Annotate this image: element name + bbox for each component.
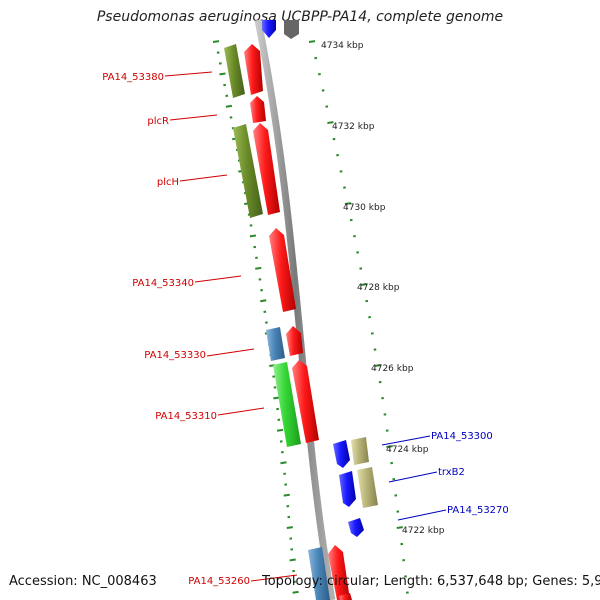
minus-strand-tick-track: [212, 40, 299, 594]
gene-label-plch[interactable]: plcH: [157, 177, 179, 188]
leader-line: [217, 407, 265, 416]
minus-track-tick: [289, 558, 296, 562]
gene-label-pa14-53310[interactable]: PA14_53310: [155, 411, 217, 422]
gene-block-trxb2-blue[interactable]: [339, 471, 356, 507]
gene-label-plcr[interactable]: plcR: [147, 116, 169, 127]
leader-line: [164, 71, 213, 77]
gene-block-pa14-53260-steel[interactable]: [308, 547, 330, 600]
scale-label: 4728 kbp: [357, 283, 400, 293]
gene-labels: PA14_53380 plcR plcH PA14_53340 PA14_533…: [102, 72, 509, 587]
minus-track-tick: [219, 72, 226, 76]
plus-track-tick: [396, 526, 403, 529]
plus-track-tick: [308, 40, 316, 43]
leader-line: [381, 435, 431, 446]
gene-block-pa14-53270-blue[interactable]: [348, 518, 364, 537]
gene-block-bottom-red[interactable]: [339, 593, 352, 600]
gene-block-pa14-53310-green[interactable]: [273, 362, 301, 447]
minus-track-tick: [286, 526, 293, 529]
minus-track-tick: [260, 299, 267, 303]
leader-line: [206, 348, 255, 357]
accession-text: Accession: NC_008463: [9, 574, 157, 589]
gene-label-trxb2[interactable]: trxB2: [438, 467, 465, 478]
label-leaders: [164, 71, 447, 582]
gene-label-pa14-53330[interactable]: PA14_53330: [144, 350, 206, 361]
leader-line: [169, 114, 218, 121]
gene-block-plch-red[interactable]: [253, 123, 280, 215]
gene-block-pa14-53310-red[interactable]: [292, 360, 319, 443]
gene-features: [224, 20, 378, 600]
genome-summary-text: Topology: circular; Length: 6,537,648 bp…: [262, 574, 600, 589]
scale-labels: 4734 kbp 4732 kbp 4730 kbp 4728 kbp 4726…: [321, 41, 445, 536]
minus-track-tick: [280, 461, 287, 465]
gene-block-trxb2-khaki[interactable]: [357, 467, 378, 508]
scale-label: 4726 kbp: [371, 364, 414, 374]
minus-track-tick: [273, 396, 280, 400]
gene-label-pa14-53300[interactable]: PA14_53300: [431, 431, 493, 442]
leader-line: [179, 174, 228, 182]
scale-label: 4734 kbp: [321, 41, 364, 51]
gene-block-pa14-53340-red[interactable]: [269, 228, 296, 312]
scale-label: 4732 kbp: [332, 122, 375, 132]
plus-track-tick: [344, 202, 352, 205]
minus-track-tick: [225, 104, 233, 108]
gene-label-pa14-53340[interactable]: PA14_53340: [132, 278, 194, 289]
minus-track-tick: [276, 428, 284, 432]
minus-track-tick: [249, 234, 257, 238]
leader-line: [388, 471, 438, 483]
leader-line: [194, 275, 242, 283]
map-title: Pseudomonas aeruginosa UCBPP-PA14, compl…: [96, 9, 504, 25]
gene-block-plcr-red[interactable]: [250, 96, 266, 123]
scale-label: 4730 kbp: [343, 203, 386, 213]
gene-block-pa14-53380-olive[interactable]: [224, 44, 245, 98]
plus-track-tick: [386, 445, 393, 448]
gene-block-pa14-53330-red[interactable]: [286, 326, 303, 356]
plus-strand-tick-track: [308, 40, 409, 594]
gene-block-plch-olive[interactable]: [233, 124, 263, 218]
gene-label-pa14-53380[interactable]: PA14_53380: [102, 72, 164, 83]
plus-track-tick: [374, 364, 381, 367]
gene-label-pa14-53270[interactable]: PA14_53270: [447, 505, 509, 516]
gene-block-pa14-53330-steel[interactable]: [266, 327, 285, 361]
gene-block-pa14-53300-blue[interactable]: [333, 440, 350, 468]
gene-block-pa14-53380-red[interactable]: [244, 44, 263, 95]
gene-block-top-blue[interactable]: [262, 20, 276, 38]
plus-track-tick: [327, 121, 334, 124]
gene-block-pa14-53300-khaki[interactable]: [351, 437, 369, 465]
leader-line: [250, 574, 298, 582]
gene-block-top-gray[interactable]: [284, 20, 299, 39]
leader-line: [397, 509, 447, 521]
gene-label-pa14-53260[interactable]: PA14_53260: [188, 576, 250, 587]
minus-track-tick: [212, 40, 220, 43]
scale-label: 4722 kbp: [402, 526, 445, 536]
scale-label: 4724 kbp: [386, 445, 429, 455]
minus-track-tick: [255, 266, 262, 270]
gene-block-pa14-53260-red[interactable]: [328, 545, 350, 600]
minus-track-tick: [283, 493, 290, 497]
minus-track-tick: [292, 590, 299, 594]
plus-track-tick: [360, 283, 367, 286]
genome-backbone: [254, 19, 336, 600]
